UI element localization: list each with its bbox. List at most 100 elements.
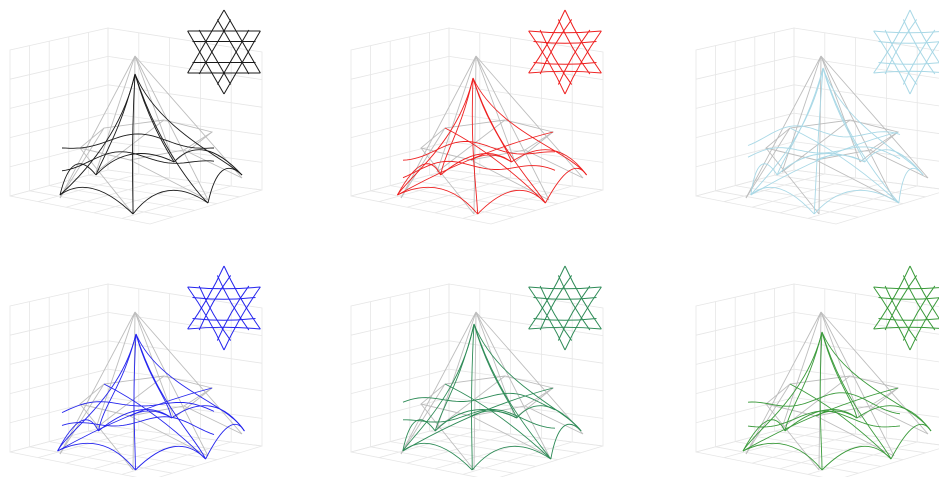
deformed-arc (856, 405, 932, 432)
deformed-arc (173, 149, 243, 176)
grid-line (9, 312, 109, 336)
lattice-line (557, 285, 591, 341)
lattice-line (216, 19, 250, 75)
deformed-edge (131, 73, 136, 215)
facet-line (129, 159, 209, 201)
deformed-arc (750, 163, 778, 196)
hexagram-pattern-icon (187, 9, 261, 95)
grid-line (88, 174, 240, 198)
grid-line (751, 433, 856, 464)
deformed-edge (821, 331, 932, 432)
deformed-arc (402, 443, 473, 471)
deformed-structure (747, 67, 924, 215)
facet-line (183, 149, 243, 179)
deformed-edge (473, 323, 518, 419)
deformed-edge (134, 73, 175, 163)
deformed-arc (742, 419, 786, 452)
deformed-arc (397, 163, 441, 196)
grid-line (350, 368, 450, 394)
grid-line (107, 112, 263, 136)
hexagram-pattern-icon (187, 265, 261, 351)
deformed-edge (822, 67, 900, 204)
facet-line (745, 383, 791, 455)
deformed-ring (747, 146, 901, 160)
grid-line (695, 141, 795, 168)
ridge-line (475, 311, 550, 457)
facet-line (869, 149, 929, 179)
deformed-edge (134, 73, 209, 204)
facet-line (400, 383, 446, 455)
ridge-line (473, 55, 477, 215)
deformed-brace (470, 410, 518, 419)
hexagram-pattern-icon (873, 265, 939, 351)
ridge-line (400, 311, 477, 455)
grid-line (807, 185, 918, 219)
lattice-line (878, 318, 939, 321)
grid-line (695, 112, 795, 138)
deformed-brace (789, 383, 892, 460)
deformed-edge (97, 333, 137, 432)
lattice-line (198, 285, 232, 341)
deformed-edge (471, 323, 475, 471)
reference-pyramid (745, 311, 929, 471)
grid-line (409, 436, 559, 460)
deformed-brace (750, 131, 899, 196)
deformed-arc (742, 443, 823, 471)
star-edge (873, 30, 911, 95)
panel-red (350, 9, 604, 225)
back-right-wall (793, 283, 939, 446)
grid-line (9, 84, 109, 109)
deformed-edge (822, 67, 866, 163)
panel-seagreen (350, 265, 604, 477)
grid-line (793, 340, 939, 363)
lattice-line (216, 275, 250, 331)
panel-blue (9, 265, 263, 477)
deformed-arc (750, 187, 815, 215)
facet-line (745, 127, 791, 199)
grid-line (65, 177, 170, 208)
deformed-edge (750, 67, 824, 196)
grid-line (807, 441, 918, 475)
deformed-ring (61, 416, 215, 436)
floor (9, 169, 263, 225)
grid-line (774, 430, 926, 454)
lattice-line (902, 275, 936, 331)
lattice-line (533, 62, 597, 65)
ridge-line (400, 55, 477, 199)
deformed-brace (789, 127, 900, 204)
deformed-edge (434, 323, 475, 432)
deformed-arc (59, 187, 134, 215)
ridge-line (820, 55, 861, 163)
lattice-line (539, 29, 573, 85)
grid-line (9, 112, 109, 138)
deformed-arc (402, 419, 436, 452)
grid-line (9, 56, 109, 80)
grid-line (695, 368, 795, 394)
grid-line (88, 430, 240, 454)
deformed-arc (813, 189, 900, 215)
grid-line (350, 312, 450, 336)
deformed-ring (747, 392, 901, 415)
lattice-line (539, 285, 573, 341)
facet-line (59, 383, 105, 455)
panel-lightblue (695, 9, 939, 225)
lattice-line (884, 19, 918, 75)
hexagram-pattern-icon (873, 9, 939, 95)
grid-line (350, 112, 450, 138)
deformed-edge (821, 331, 858, 419)
lattice-line (884, 275, 918, 331)
back-right-wall (107, 27, 263, 191)
facet-line (420, 403, 475, 471)
ridge-line (95, 311, 136, 429)
ridge-line (59, 311, 136, 455)
reference-pyramid (400, 55, 584, 215)
deformed-edge (822, 67, 924, 176)
floor (350, 425, 604, 477)
facet-line (815, 415, 895, 457)
deformed-arc (511, 149, 587, 176)
deformed-arc (95, 153, 175, 176)
facet-line (524, 149, 584, 179)
facet-line (859, 387, 899, 419)
deformed-structure (402, 323, 582, 471)
